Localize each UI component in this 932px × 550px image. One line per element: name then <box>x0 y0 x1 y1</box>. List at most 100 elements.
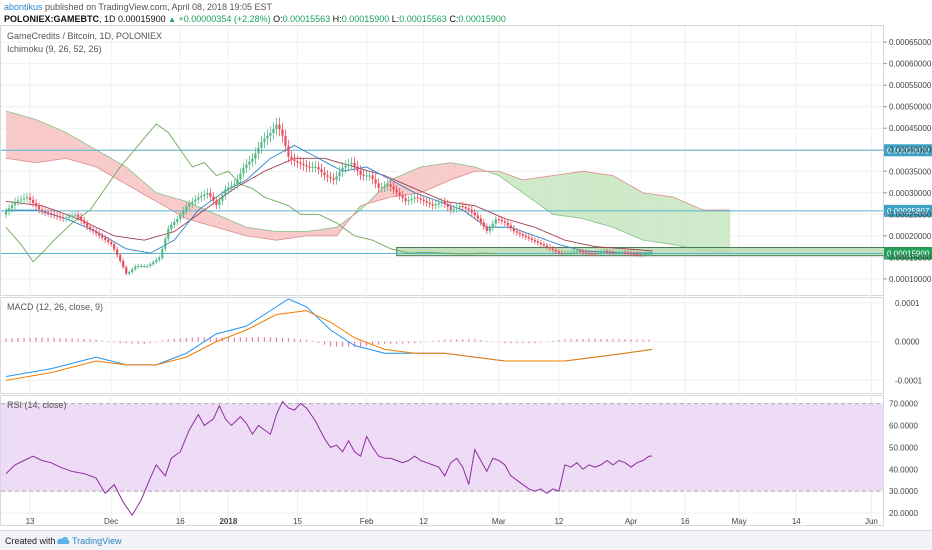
cloud-segment <box>709 210 713 252</box>
macd-histogram-bar <box>648 339 650 342</box>
cloud-segment <box>450 162 454 180</box>
candle-body <box>281 129 284 136</box>
candle-body <box>58 216 62 218</box>
macd-histogram-bar <box>504 341 506 344</box>
candle-body <box>368 175 371 177</box>
time-tick-label: Jun <box>865 517 878 526</box>
macd-histogram-bar <box>618 339 620 342</box>
candle-body <box>638 254 642 256</box>
candle-body <box>365 175 368 177</box>
cloud-segment <box>658 194 662 243</box>
cloud-segment <box>93 148 97 167</box>
cloud-segment <box>96 149 100 169</box>
cloud-segment <box>90 146 94 167</box>
price-tick-label: 0.00035000 <box>889 167 932 176</box>
macd-histogram-bar <box>137 341 139 344</box>
cloud-segment <box>108 156 112 176</box>
candle-body <box>599 252 603 254</box>
macd-histogram-bar <box>41 337 43 342</box>
time-tick-label: 12 <box>554 517 563 526</box>
cloud-segment <box>667 196 671 245</box>
cloud-segment <box>670 196 674 245</box>
macd-histogram-bar <box>474 339 476 342</box>
rsi-band-group <box>1 403 883 492</box>
cloud-segment <box>63 131 67 159</box>
macd-histogram-bar <box>552 340 554 342</box>
tradingview-brand[interactable]: TradingView <box>72 536 122 546</box>
candle-body <box>161 248 164 258</box>
candle-body <box>107 239 110 242</box>
price-pane-title: GameCredits / Bitcoin, 1D, POLONIEX <box>7 31 162 41</box>
cloud-segment <box>576 171 580 219</box>
macd-histogram-bar <box>450 339 452 342</box>
cloud-segment <box>240 224 244 236</box>
candle-body <box>581 251 585 253</box>
cloud-segment <box>36 119 40 163</box>
macd-histogram-bar <box>11 338 13 342</box>
rsi-tick-label: 60.0000 <box>889 421 918 430</box>
candle-body <box>587 252 591 254</box>
candle-body <box>620 252 624 254</box>
candle-body <box>371 175 374 180</box>
macd-histogram-bar <box>287 338 290 342</box>
candle-body <box>476 215 479 219</box>
price-tick-label: 0.00065000 <box>889 38 932 47</box>
macd-histogram-bar <box>293 338 296 342</box>
cloud-segment <box>564 173 568 217</box>
cloud-segment <box>414 168 418 194</box>
cloud-segment <box>468 165 472 174</box>
cloud-segment <box>465 165 469 175</box>
cloud-segment <box>664 195 668 244</box>
candle-body <box>16 200 20 202</box>
low-label: L: <box>389 14 400 24</box>
candle-body <box>314 166 317 168</box>
candle-body <box>554 250 558 252</box>
ichimoku-cloud <box>5 110 731 253</box>
chart-canvas[interactable]: 0.00039878 0.00025807 0.00015900 0.0006500… <box>0 25 932 530</box>
cloud-segment <box>48 124 52 161</box>
candle-body <box>272 128 275 133</box>
candle-body <box>152 262 155 265</box>
interval: , 1D <box>99 14 116 24</box>
cloud-segment <box>39 120 43 163</box>
candle-body <box>470 209 473 213</box>
cloud-segment <box>426 165 430 191</box>
macd-series <box>5 298 653 381</box>
macd-histogram-bar <box>498 341 500 343</box>
candle-body <box>143 266 146 268</box>
cloud-segment <box>694 206 698 250</box>
cloud-segment <box>261 229 265 239</box>
cloud-segment <box>300 231 304 237</box>
cloud-segment <box>57 128 61 160</box>
price-tick-label: 0.00025000 <box>889 210 932 219</box>
cloud-segment <box>249 227 253 237</box>
support-zone-group[interactable] <box>396 246 932 257</box>
candle-body <box>230 185 233 188</box>
candle-body <box>452 208 455 210</box>
cloud-segment <box>294 231 298 238</box>
candle-body <box>179 214 182 220</box>
macd-histogram-bar <box>95 339 97 342</box>
candle-body <box>611 252 615 254</box>
cloud-segment <box>534 177 538 204</box>
cloud-segment <box>700 208 704 251</box>
candle-body <box>527 237 530 239</box>
cloud-segment <box>435 164 439 187</box>
candle-body <box>563 253 567 255</box>
candle-body <box>308 166 311 168</box>
candle-body <box>395 189 398 193</box>
cloud-segment <box>243 225 247 236</box>
candle-body <box>206 193 209 195</box>
author-link[interactable]: abontikus <box>4 2 43 12</box>
candle-body <box>572 251 576 253</box>
candle-body <box>488 227 491 231</box>
candle-body <box>245 164 248 168</box>
candle-body <box>275 124 278 129</box>
candle-body <box>539 242 542 245</box>
support-zone[interactable] <box>396 246 932 257</box>
macd-histogram-bar <box>71 338 73 342</box>
price-marker-label: 0.00025807 <box>887 207 930 216</box>
candle-body <box>65 217 68 219</box>
macd-histogram-bar <box>131 341 133 344</box>
candle-body <box>134 266 137 270</box>
